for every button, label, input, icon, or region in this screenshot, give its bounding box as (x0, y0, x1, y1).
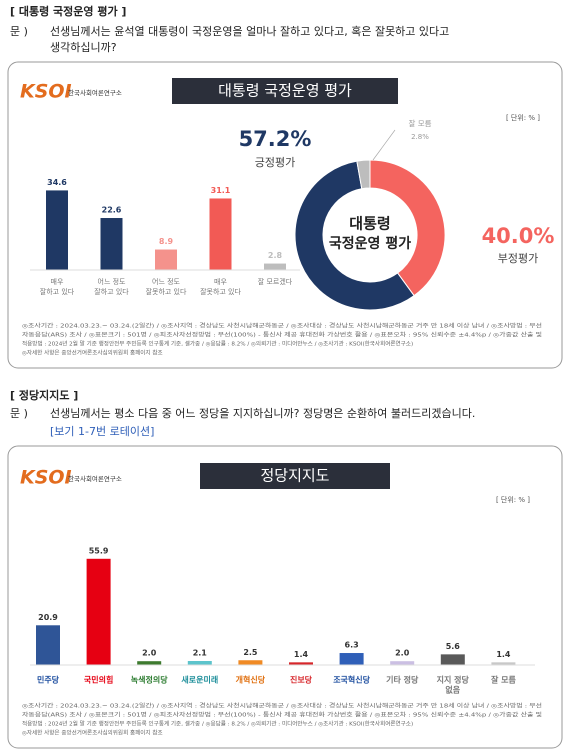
value-label: 6.3 (345, 641, 359, 650)
donut-value-label: 40.0% (482, 224, 555, 248)
unit-label: [ 단위: % ] (506, 113, 540, 122)
footnote: 적용방법 : 2024년 2월 말 기준 행정안전부 주민등록 인구통계 기준,… (22, 340, 413, 348)
value-label: 20.9 (38, 613, 58, 622)
footnote: ◎조사기간 : 2024.03.23.~ 03.24.(2일간) / ◎조사지역… (22, 322, 542, 330)
donut-segment (356, 159, 371, 190)
footnote: 자동응답(ARS) 조사 / ◎표본크기 : 501명 / ◎피조사자선정방법 … (22, 331, 542, 339)
bar (36, 625, 60, 665)
bar (100, 218, 123, 270)
panel (7, 61, 563, 369)
title-box (200, 463, 390, 489)
chart-title: 대통령 국정운영 평가 (218, 82, 352, 100)
bar (238, 660, 263, 665)
category-label: 녹색정의당 (131, 675, 168, 685)
question: 생각하십니까? (50, 40, 117, 54)
category-label: 기타 정당 (386, 675, 419, 685)
category-label: 조국혁신당 (333, 675, 370, 685)
category-label: 개혁신당 (236, 675, 266, 685)
category-label: 진보당 (290, 675, 313, 685)
category-label: 어느 정도 (98, 277, 127, 286)
footnote: 적용방법 : 2024년 2월 말 기준 행정안전부 주민등록 인구통계 기준,… (22, 720, 413, 728)
footnote: ◎자세한 사항은 중앙선거여론조사심의위원회 홈페이지 참조 (22, 349, 163, 357)
value-label: 2.8 (268, 251, 283, 260)
bar (155, 249, 177, 270)
logo: KSOI (20, 467, 72, 489)
category-label: 매우 (214, 278, 227, 286)
category-label: 국민의힘 (84, 675, 113, 685)
donut-category-label: 잘 모름 (408, 119, 431, 128)
section-heading: [ 대통령 국정운영 평가 ] (10, 4, 126, 18)
value-label: 1.4 (496, 650, 511, 659)
footnote: 자동응답(ARS) 조사 / ◎표본크기 : 501명 / ◎피조사자선정방법 … (22, 711, 542, 719)
value-label: 1.4 (294, 650, 309, 659)
donut-value-label: 57.2% (239, 127, 312, 151)
value-label: 34.6 (47, 178, 67, 187)
bar (390, 661, 415, 665)
category-label: 잘못하고 있다 (146, 287, 187, 296)
value-label: 31.1 (211, 186, 231, 195)
category-label: 잘하고 있다 (94, 287, 129, 296)
chart-title: 정당지지도 (260, 467, 329, 485)
donut-segment (294, 160, 415, 311)
bar (339, 653, 364, 665)
section-heading: [ 정당지지도 ] (10, 388, 78, 402)
category-label: 없음 (445, 685, 460, 695)
logo-sub: 한국사회여론연구소 (68, 474, 122, 483)
question-label: 문 ) (10, 25, 28, 38)
donut-value-label: 2.8% (411, 133, 429, 141)
category-label: 새로운미래 (181, 675, 218, 685)
bar (440, 654, 465, 665)
value-label: 8.9 (159, 237, 174, 246)
value-label: 55.9 (89, 546, 109, 555)
category-label: 어느 정도 (152, 277, 181, 286)
value-label: 2.0 (142, 649, 157, 658)
bar (46, 190, 68, 270)
logo: KSOI (20, 81, 72, 103)
value-label: 2.5 (243, 648, 258, 657)
value-label: 2.0 (395, 649, 410, 658)
bar (491, 662, 516, 665)
category-label: 잘못하고 있다 (200, 287, 241, 296)
donut-segment (369, 159, 446, 297)
footnote: ◎자세한 사항은 중앙선거여론조사심의위원회 홈페이지 참조 (22, 729, 163, 737)
category-label: 민주당 (37, 675, 60, 685)
leader-line (372, 129, 396, 161)
logo-sub: 한국사회여론연구소 (68, 88, 122, 97)
bar (86, 558, 111, 665)
bar (137, 661, 162, 665)
bar (264, 263, 286, 270)
title-box (172, 78, 398, 104)
category-label: 잘 모름 (491, 675, 517, 685)
category-label: 매우 (51, 278, 64, 286)
value-label: 22.6 (102, 206, 122, 215)
category-label: 잘 모르겠다 (258, 277, 293, 286)
rotation-note: [보기 1-7번 로테이션] (50, 425, 154, 438)
donut-category-label: 긍정평가 (255, 156, 295, 169)
category-label: 지지 정당 (437, 675, 470, 685)
value-label: 2.1 (193, 649, 208, 658)
footnote: ◎조사기간 : 2024.03.23.~ 03.24.(2일간) / ◎조사지역… (22, 702, 542, 710)
bar (209, 198, 232, 270)
question: 선생님께서는 평소 다음 중 어느 정당을 지지하십니까? 정당명은 순환하여 … (50, 406, 475, 420)
unit-label: [ 단위: % ] (496, 495, 530, 504)
question: 선생님께서는 윤석열 대통령이 국정운영을 얼마나 잘하고 있다고, 혹은 잘못… (50, 24, 449, 38)
donut-center: 국정운영 평가 (329, 235, 411, 252)
donut-center: 대통령 (349, 215, 390, 233)
bar (289, 662, 313, 665)
value-label: 5.6 (446, 642, 461, 651)
category-label: 잘하고 있다 (40, 287, 75, 296)
question-label: 문 ) (10, 407, 28, 420)
panel (7, 445, 563, 749)
bar (187, 661, 212, 665)
donut-category-label: 부정평가 (498, 252, 538, 265)
